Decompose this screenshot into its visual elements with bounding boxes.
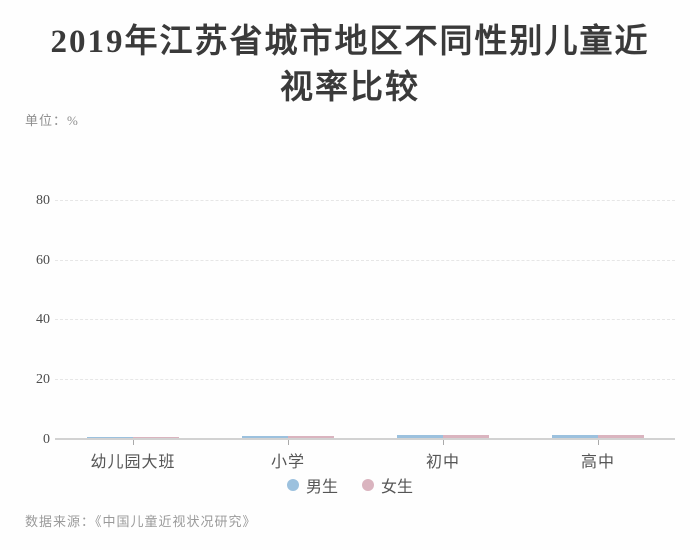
legend-dot-icon xyxy=(286,479,299,491)
gridline-60 xyxy=(55,259,675,261)
chart-title-line2: 视率比较 xyxy=(280,70,420,106)
bar-series-2-cat-1 xyxy=(133,436,179,438)
data-source-label: 数据来源：《中国儿童近视状况研究》 xyxy=(25,514,257,529)
legend: 男生 女生 xyxy=(0,473,700,497)
bar-series-2-cat-2 xyxy=(288,435,334,438)
chart-title: 2019年江苏省城市地区不同性别儿童近 视率比较 xyxy=(0,19,700,111)
x-axis-label-2: 初中 xyxy=(425,454,461,471)
x-tick-0 xyxy=(133,440,134,445)
gridline-20 xyxy=(55,379,675,381)
bar-series-1-cat-2 xyxy=(242,435,288,438)
x-tick-1 xyxy=(288,440,289,445)
y-axis-label-40: 40 xyxy=(36,312,50,328)
unit-label: 单位：% xyxy=(25,113,79,128)
bar-series-2-cat-4 xyxy=(598,435,644,438)
y-axis-label-60: 60 xyxy=(36,252,50,268)
bar-series-1-cat-1 xyxy=(87,436,133,438)
bar-series-2-cat-3 xyxy=(443,435,489,438)
x-axis-label-3: 高中 xyxy=(580,454,616,471)
x-tick-2 xyxy=(443,440,444,445)
y-axis-label-0: 0 xyxy=(43,432,50,447)
legend-label: 女生 xyxy=(381,479,414,496)
x-axis-label-0: 幼儿园大班 xyxy=(90,454,176,471)
legend-item-1: 男生 xyxy=(286,473,338,497)
chart-title-line1: 2019年江苏省城市地区不同性别儿童近 xyxy=(50,24,650,60)
x-tick-3 xyxy=(598,440,599,445)
bar-series-1-cat-3 xyxy=(397,435,443,438)
x-axis-label-1: 小学 xyxy=(270,454,306,471)
legend-dot-icon xyxy=(362,479,374,491)
legend-label: 男生 xyxy=(305,479,338,496)
gridline-40 xyxy=(55,319,675,321)
bar-series-1-cat-4 xyxy=(552,435,598,438)
y-axis-label-20: 20 xyxy=(36,372,50,388)
gridline-80 xyxy=(55,199,675,201)
y-axis-label-80: 80 xyxy=(36,192,50,208)
x-axis-line xyxy=(55,438,675,440)
legend-item-2: 女生 xyxy=(362,473,413,497)
